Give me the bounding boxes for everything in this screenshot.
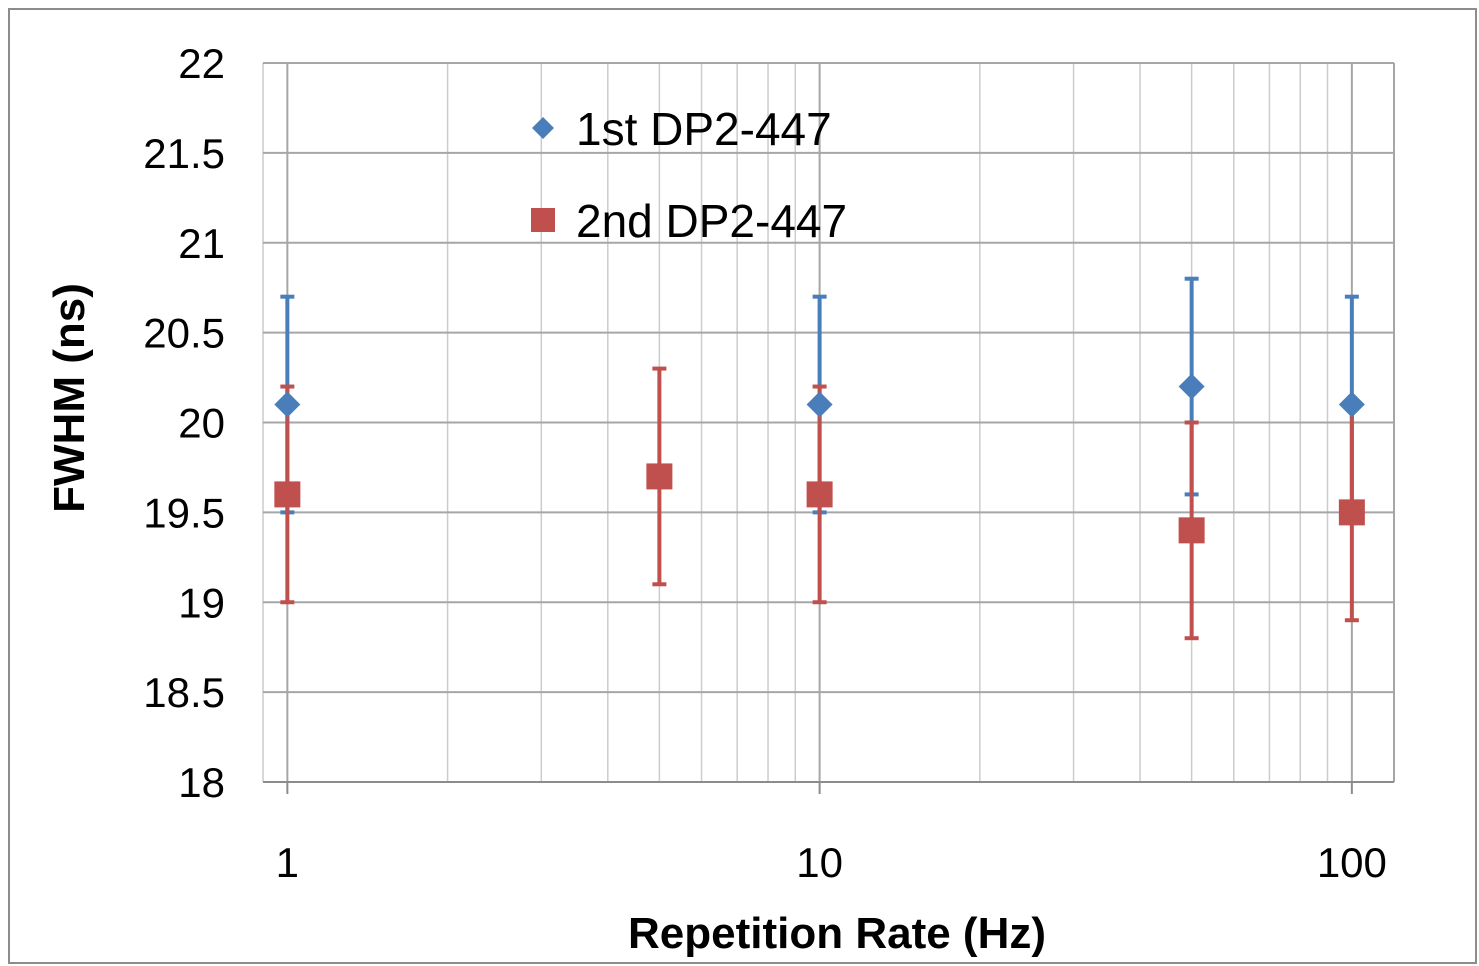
x-axis-title: Repetition Rate (Hz): [628, 909, 1046, 958]
grid-lines: [262, 62, 1395, 783]
y-tick-label: 19: [178, 579, 225, 626]
y-tick-label: 21: [178, 220, 225, 267]
y-axis-title: FWHM (ns): [45, 283, 94, 513]
tick-labels: 22 21.5 21 20.5 20 19.5 19 18.5 18 1 10 100: [143, 40, 1387, 886]
legend-diamond-icon: [532, 117, 554, 139]
data-point-square: [1338, 499, 1365, 526]
y-tick-label: 20.5: [143, 310, 225, 357]
data-point-square: [274, 481, 301, 508]
y-tick-label: 22: [178, 40, 225, 87]
chart-frame: [8, 8, 1477, 964]
x-tick-label: 10: [796, 839, 843, 886]
data-point-diamond: [274, 391, 301, 418]
data-points: [274, 373, 1365, 544]
y-tick-label: 20: [178, 400, 225, 447]
legend-square-icon: [531, 208, 555, 232]
legend-label: 1st DP2-447: [576, 103, 832, 155]
data-point-diamond: [1178, 373, 1205, 400]
data-point-diamond: [806, 391, 833, 418]
x-tick-label: 1: [276, 839, 299, 886]
legend: 1st DP2-447 2nd DP2-447: [531, 103, 847, 247]
x-tick-label: 100: [1317, 839, 1387, 886]
legend-label: 2nd DP2-447: [576, 195, 847, 247]
data-point-square: [1178, 517, 1205, 544]
y-tick-label: 21.5: [143, 130, 225, 177]
y-tick-label: 19.5: [143, 489, 225, 536]
data-point-diamond: [1338, 391, 1365, 418]
y-tick-label: 18: [178, 759, 225, 806]
data-point-square: [646, 463, 673, 490]
data-point-square: [806, 481, 833, 508]
y-tick-label: 18.5: [143, 669, 225, 716]
axes: [263, 781, 1394, 794]
